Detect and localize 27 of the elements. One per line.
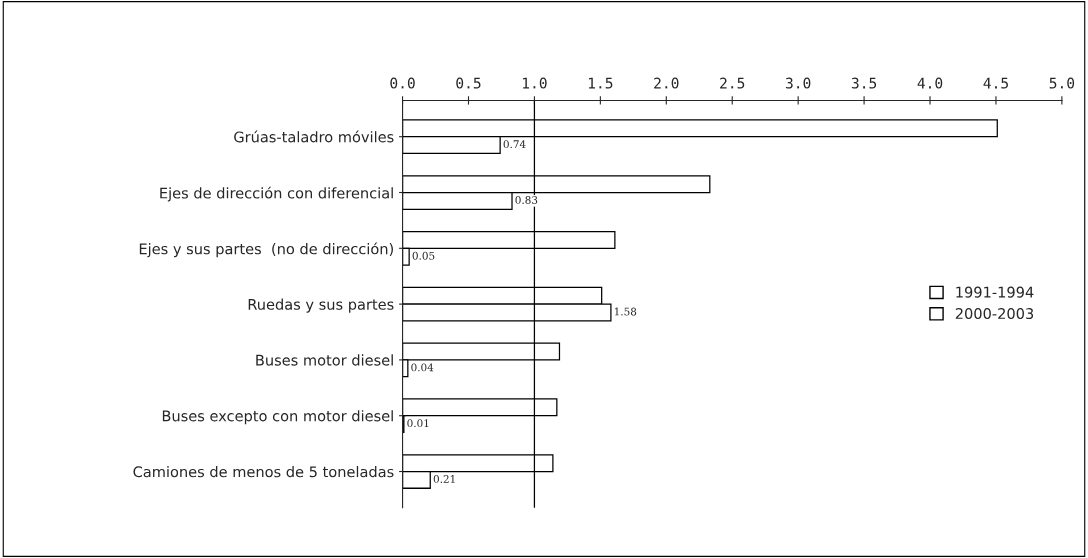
- text: 2.0: [654, 77, 679, 89]
- text: 2.5: [720, 77, 745, 89]
- text: 1.0: [523, 77, 547, 89]
- y-tick-label: Ruedas y sus partes: [248, 298, 394, 313]
- text: 0.5: [456, 77, 481, 89]
- text: 4.0: [917, 77, 943, 89]
- data-label: 0.83: [515, 196, 538, 204]
- data-label: 1.58: [614, 307, 637, 316]
- y-tick-label: Ejes y sus partes (no de dirección): [139, 242, 393, 258]
- data-label: 0.74: [503, 140, 526, 149]
- text: 0.0: [390, 77, 415, 89]
- data-label: 0.04: [411, 363, 434, 372]
- y-tick-label: Grúas-taladro móviles: [234, 130, 394, 143]
- y-tick-label: Camiones de menos de 5 toneladas: [133, 465, 394, 478]
- y-tick-label: Ejes de dirección con diferencial: [160, 186, 393, 202]
- data-label: 0.21: [433, 475, 455, 483]
- data-label: 0.01: [407, 419, 429, 428]
- legend-label: 1991-1994: [956, 286, 1034, 298]
- text: 3.0: [785, 77, 811, 89]
- legend-label: 2000-2003: [955, 308, 1034, 320]
- text: 5.0: [1049, 77, 1075, 89]
- y-tick-label: Buses motor diesel: [256, 354, 393, 366]
- text: 3.5: [851, 77, 877, 89]
- y-tick-label: Buses excepto con motor diesel: [162, 410, 393, 425]
- data-label: 0.05: [412, 251, 435, 260]
- text: 1.5: [588, 77, 613, 89]
- text: 4.5: [983, 77, 1008, 89]
